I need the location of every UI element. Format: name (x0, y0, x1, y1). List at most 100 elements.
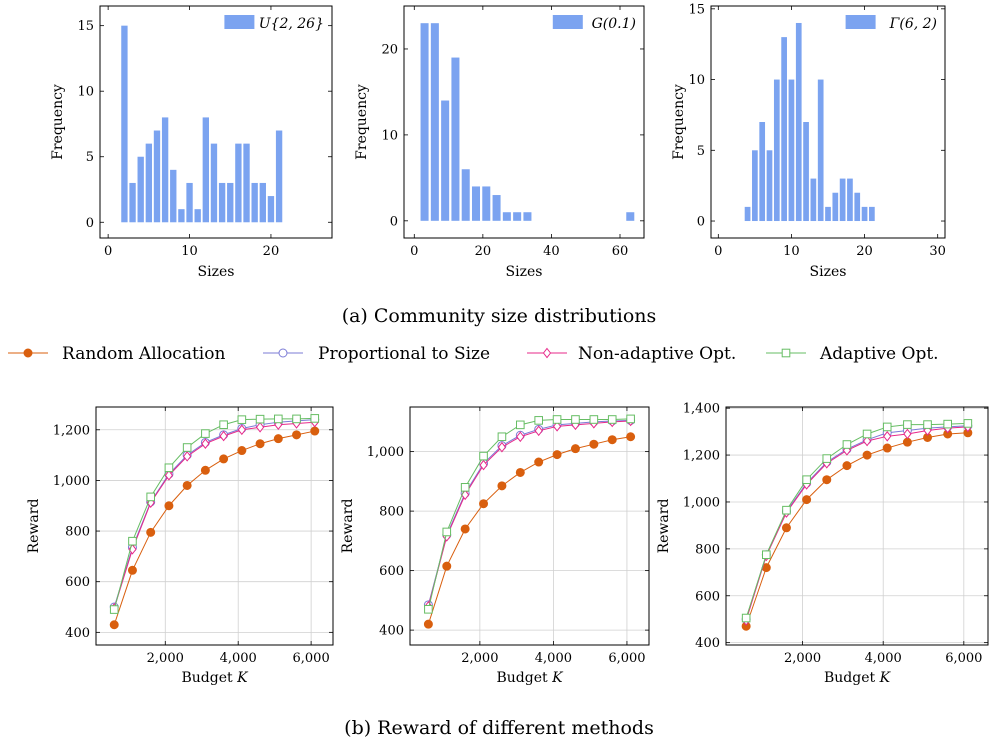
bar (451, 57, 460, 221)
bar (502, 212, 511, 221)
bar (178, 209, 185, 223)
x-axis-label: Sizes (198, 264, 235, 280)
point-adaptive (842, 440, 852, 449)
bar (810, 178, 817, 222)
bar (482, 186, 491, 221)
series-line-adaptive (427, 418, 631, 610)
bar (626, 212, 635, 221)
bar (744, 206, 751, 222)
bar (461, 169, 470, 221)
x-tick-label: 6,000 (293, 651, 330, 666)
point-adaptive (182, 443, 192, 452)
point-adaptive (109, 605, 119, 614)
y-tick-label: 15 (688, 2, 705, 17)
bar (275, 130, 283, 223)
bar (243, 143, 250, 223)
point-random (442, 561, 452, 571)
series-line-adaptive (745, 422, 968, 619)
bar (145, 143, 153, 223)
bar (839, 178, 846, 222)
plot-frame (95, 406, 334, 646)
y-tick-label: 20 (381, 42, 398, 57)
x-tick-label: 20 (263, 244, 280, 259)
x-axis-label: Sizes (506, 264, 543, 280)
y-axis-label: Frequency (50, 84, 66, 160)
point-adaptive (479, 451, 488, 461)
x-tick-label: 2,000 (147, 651, 184, 666)
point-nonadaptive (201, 438, 210, 450)
legend-label: U{2, 26} (259, 16, 324, 32)
point-nonadaptive (552, 421, 562, 432)
series-line-random (427, 436, 631, 625)
chart-panel-3: 0 10 20 30 0 5 10 15 Γ(6, 2) Sizes Frequency (671, 2, 946, 280)
bar (137, 156, 144, 223)
y-tick-label: 1,000 (53, 474, 90, 489)
point-nonadaptive (479, 459, 488, 471)
chart-panel-6: 2,000 4,000 6,000 400 600 800 1,000 1,200 1,400 B… (656, 402, 989, 686)
y-axis-label: Reward (340, 499, 356, 554)
y-tick-label: 800 (65, 525, 90, 540)
bar (267, 196, 275, 223)
y-tick-label: 1,400 (683, 402, 720, 417)
point-random (822, 475, 832, 485)
bar (752, 150, 758, 222)
y-axis-label: Reward (656, 499, 672, 554)
point-nonadaptive (497, 441, 507, 453)
bar (170, 169, 177, 223)
point-adaptive (497, 432, 507, 442)
point-adaptive (201, 429, 210, 438)
x-tick-label: 2,000 (784, 651, 821, 666)
bar (251, 182, 258, 223)
bar (803, 122, 809, 222)
point-random (781, 523, 791, 533)
bar (194, 209, 201, 223)
caption-a: (a) Community size distributions (342, 305, 657, 327)
x-axis-label: Budget K (824, 670, 892, 686)
point-random (146, 527, 156, 537)
bar (202, 117, 209, 223)
panel-legend: G(0.1) (552, 15, 636, 32)
panel-legend: U{2, 26} (224, 15, 324, 32)
bar (235, 143, 242, 223)
point-adaptive (923, 420, 932, 429)
point-nonadaptive (237, 424, 246, 436)
y-axis-label: Frequency (354, 84, 370, 160)
point-random (460, 524, 470, 534)
bar (766, 150, 773, 222)
bar (227, 182, 234, 223)
point-random (607, 435, 617, 445)
x-tick-label: 4,000 (220, 651, 257, 666)
y-tick-label: 10 (77, 85, 94, 100)
series-line-nonadaptive (427, 420, 631, 607)
chart-panel-2: 0 20 40 60 0 10 20 G(0.1) Sizes Frequency (354, 5, 645, 280)
y-tick-label: 0 (697, 215, 705, 230)
bar (153, 130, 161, 223)
bar (218, 182, 226, 223)
legend-marker (278, 348, 288, 358)
point-random (534, 457, 544, 467)
point-random (882, 443, 892, 453)
x-axis-label: Budget K (181, 670, 249, 686)
point-adaptive (442, 527, 452, 537)
point-nonadaptive (903, 428, 912, 440)
point-adaptive (552, 415, 562, 424)
bar (513, 212, 522, 221)
legend-marker (23, 348, 33, 358)
point-adaptive (571, 415, 580, 424)
x-axis-label: Sizes (810, 264, 847, 280)
point-adaptive (802, 475, 811, 484)
x-tick-label: 2,000 (461, 651, 498, 666)
panel-legend: Γ(6, 2) (845, 15, 937, 32)
y-tick-label: 400 (695, 636, 720, 651)
chart-panel-4: 2,000 4,000 6,000 400 600 800 1,000 1,200 Budget… (26, 406, 334, 686)
bar (129, 182, 136, 223)
point-adaptive (782, 505, 791, 515)
point-adaptive (589, 415, 599, 424)
x-tick-label: 10 (783, 244, 800, 259)
point-random (219, 454, 229, 464)
y-tick-label: 800 (379, 505, 404, 520)
point-adaptive (516, 420, 525, 430)
point-adaptive (903, 420, 912, 429)
y-tick-label: 15 (77, 19, 94, 34)
point-random (423, 619, 433, 629)
